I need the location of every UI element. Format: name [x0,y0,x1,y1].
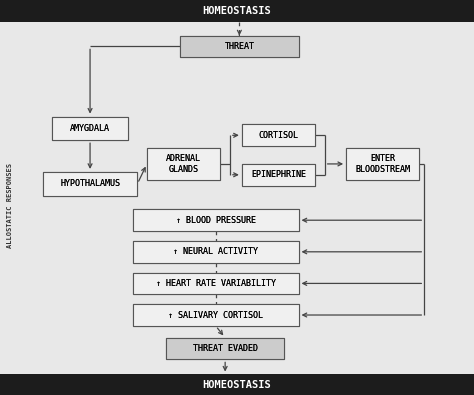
FancyBboxPatch shape [180,36,299,57]
FancyBboxPatch shape [242,164,315,186]
FancyBboxPatch shape [346,148,419,180]
Text: ADRENAL
GLANDS: ADRENAL GLANDS [166,154,201,174]
Text: HOMEOSTASIS: HOMEOSTASIS [202,6,272,16]
Text: ALLOSTATIC RESPONSES: ALLOSTATIC RESPONSES [8,163,13,248]
Text: ↑ BLOOD PRESSURE: ↑ BLOOD PRESSURE [176,216,255,225]
Text: EPINEPHRINE: EPINEPHRINE [251,170,306,179]
Text: ↑ NEURAL ACTIVITY: ↑ NEURAL ACTIVITY [173,247,258,256]
Bar [0,374,474,395]
Text: THREAT EVADED: THREAT EVADED [192,344,258,353]
FancyBboxPatch shape [133,209,299,231]
Text: ↑ HEART RATE VARIABILITY: ↑ HEART RATE VARIABILITY [155,279,276,288]
Text: ↑ HEART RATE VARIABILITY: ↑ HEART RATE VARIABILITY [155,279,276,288]
Text: EPINEPHRINE: EPINEPHRINE [251,170,306,179]
Text: AMYGDALA: AMYGDALA [70,124,110,133]
Text: ↑ SALIVARY CORTISOL: ↑ SALIVARY CORTISOL [168,310,263,320]
FancyBboxPatch shape [133,304,299,326]
FancyBboxPatch shape [242,124,315,146]
FancyBboxPatch shape [147,148,220,180]
Text: HYPOTHALAMUS: HYPOTHALAMUS [60,179,120,188]
Text: CORTISOL: CORTISOL [258,131,299,140]
FancyBboxPatch shape [133,209,299,231]
FancyBboxPatch shape [346,148,419,180]
FancyBboxPatch shape [133,241,299,263]
FancyBboxPatch shape [43,172,137,196]
FancyBboxPatch shape [133,273,299,294]
Text: THREAT: THREAT [224,42,255,51]
Bar [0,0,474,22]
FancyBboxPatch shape [43,172,137,196]
FancyBboxPatch shape [133,273,299,294]
Text: HYPOTHALAMUS: HYPOTHALAMUS [60,179,120,188]
Text: ↑ BLOOD PRESSURE: ↑ BLOOD PRESSURE [176,216,255,225]
FancyBboxPatch shape [166,338,284,359]
Text: ENTER
BLOODSTREAM: ENTER BLOODSTREAM [355,154,410,174]
Text: ↑ SALIVARY CORTISOL: ↑ SALIVARY CORTISOL [168,310,263,320]
FancyBboxPatch shape [242,164,315,186]
Text: THREAT: THREAT [224,42,255,51]
Text: AMYGDALA: AMYGDALA [70,124,110,133]
FancyBboxPatch shape [133,241,299,263]
FancyBboxPatch shape [180,36,299,57]
Text: THREAT EVADED: THREAT EVADED [192,344,258,353]
Text: ↑ NEURAL ACTIVITY: ↑ NEURAL ACTIVITY [173,247,258,256]
Text: HOMEOSTASIS: HOMEOSTASIS [202,380,272,390]
FancyBboxPatch shape [166,338,284,359]
Text: ENTER
BLOODSTREAM: ENTER BLOODSTREAM [355,154,410,174]
FancyBboxPatch shape [52,117,128,140]
FancyBboxPatch shape [147,148,220,180]
FancyBboxPatch shape [242,124,315,146]
FancyBboxPatch shape [133,304,299,326]
Text: CORTISOL: CORTISOL [258,131,299,140]
FancyBboxPatch shape [52,117,128,140]
Text: ADRENAL
GLANDS: ADRENAL GLANDS [166,154,201,174]
